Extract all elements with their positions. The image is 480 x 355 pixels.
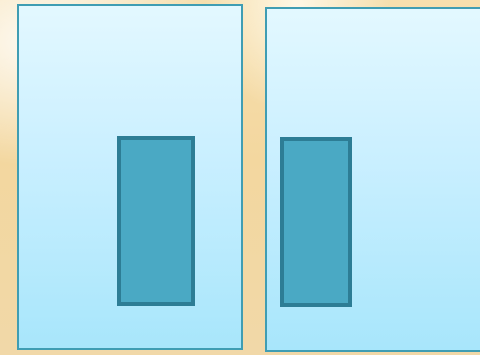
left-slot-block[interactable] <box>117 136 195 306</box>
left-panel[interactable] <box>17 4 243 350</box>
right-panel[interactable] <box>265 7 480 352</box>
right-slot-block[interactable] <box>280 137 352 307</box>
